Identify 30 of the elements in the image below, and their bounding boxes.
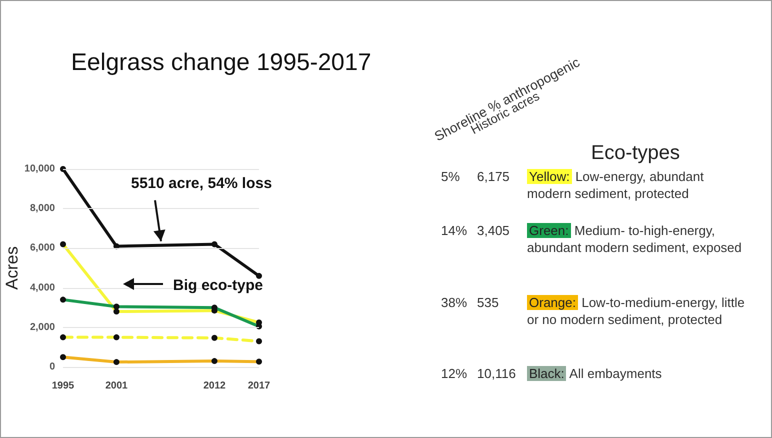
y-axis-title: Acres <box>2 246 22 290</box>
text: Yellow: <box>527 169 572 184</box>
chart-title: Eelgrass change 1995-2017 <box>71 49 372 77</box>
text: Eco-types <box>591 142 680 165</box>
text: 535 <box>477 294 499 311</box>
x-tick-label: 2001 <box>105 380 128 392</box>
y-tick-label: 0 <box>49 362 56 372</box>
annotation: Big eco-type <box>173 277 264 294</box>
point <box>256 272 262 279</box>
annotation: 5510 acre, 54% loss <box>131 175 272 192</box>
text: 3,405 <box>477 222 510 239</box>
y-tick-label: 2,000 <box>30 322 56 333</box>
y-tick-label: 6,000 <box>30 242 56 254</box>
text: 12% <box>441 365 468 382</box>
y-tick-label: 10,000 <box>24 164 56 174</box>
text: 10,116 <box>477 365 516 382</box>
text: 14% <box>441 222 468 239</box>
text: Black: <box>527 366 566 381</box>
text: All embayments <box>569 366 662 381</box>
text: Orange: <box>527 295 578 310</box>
text: 38% <box>441 294 468 311</box>
text: 5% <box>441 168 460 185</box>
text: Green: <box>527 223 571 238</box>
x-tick-label: 1995 <box>52 380 75 392</box>
x-tick-label: 2017 <box>248 380 271 392</box>
text: 6,175 <box>477 168 510 185</box>
y-tick-label: 8,000 <box>30 203 56 214</box>
x-tick-label: 2012 <box>203 380 226 392</box>
point <box>211 241 218 248</box>
y-tick-label: 4,000 <box>30 282 56 294</box>
